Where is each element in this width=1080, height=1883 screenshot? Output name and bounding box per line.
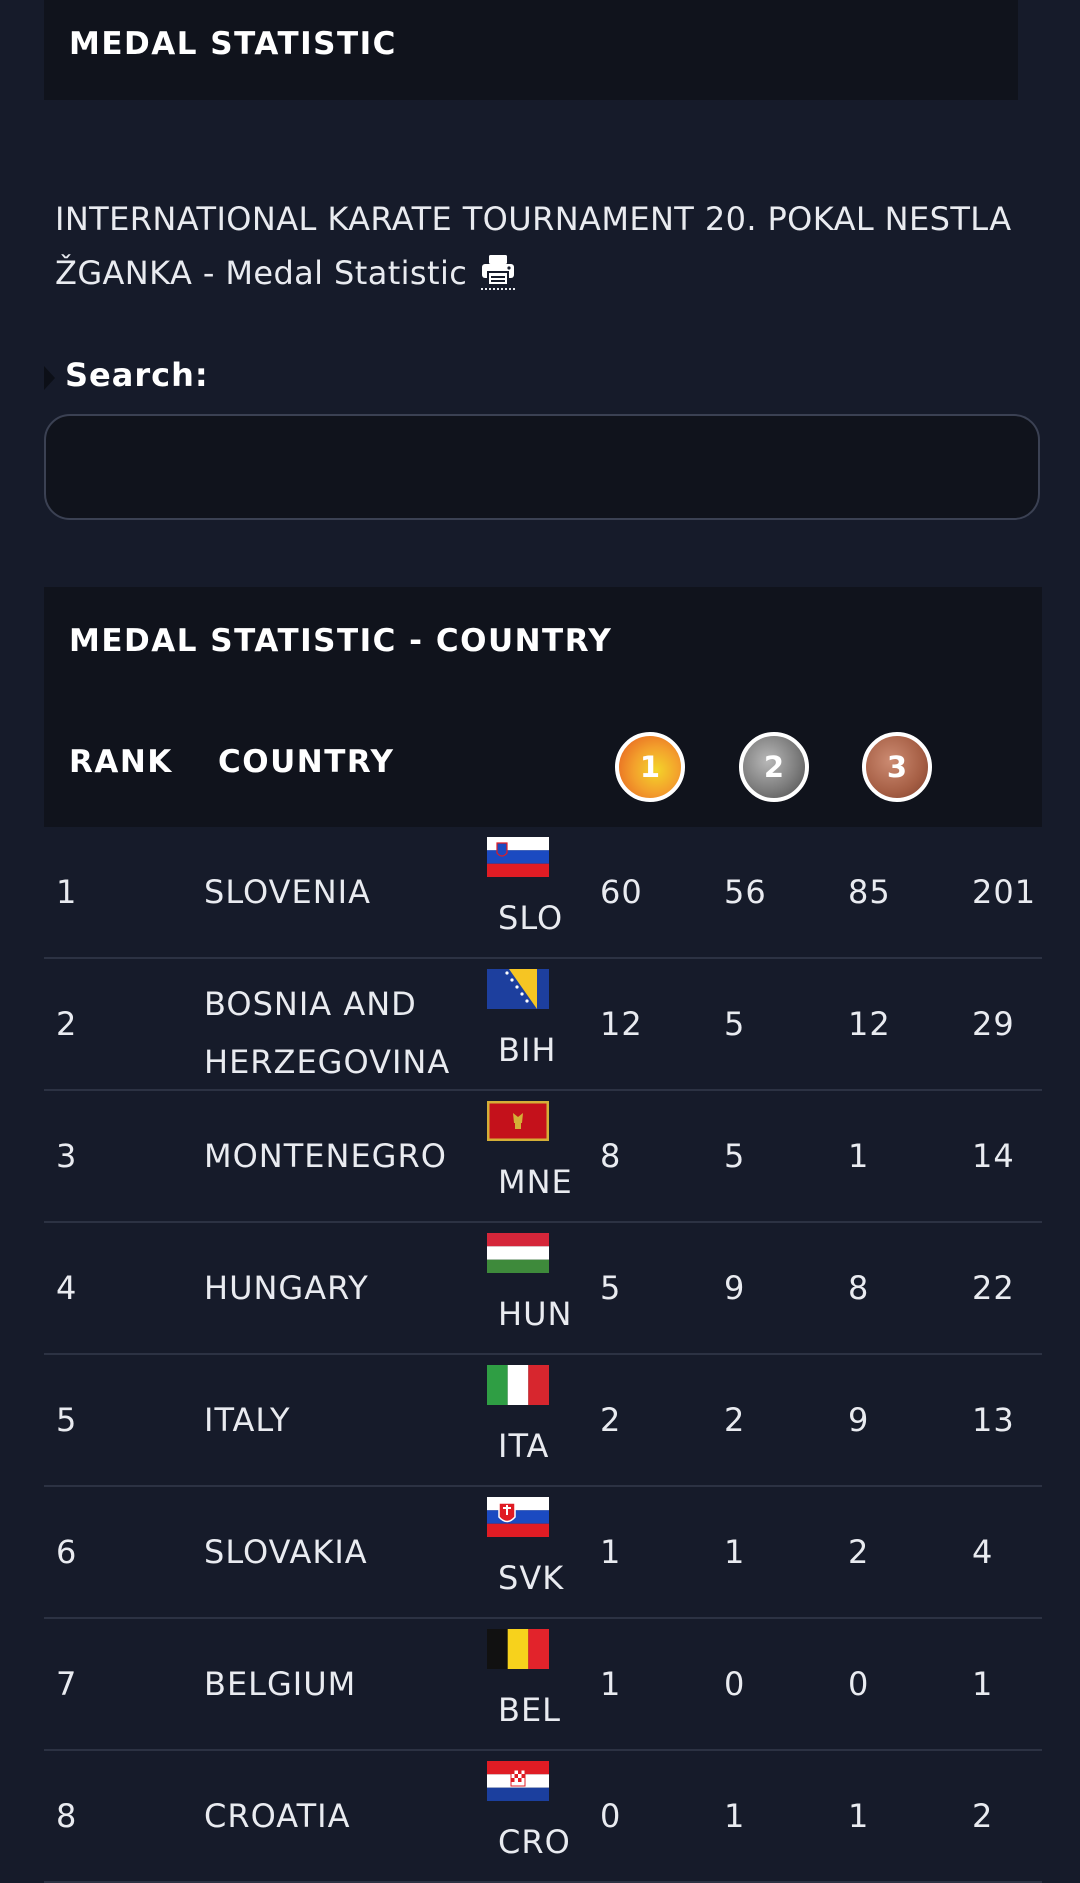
total-count-cell: 1	[972, 1665, 994, 1703]
gold-count-cell: 12	[600, 1005, 643, 1043]
hungary-flag-icon	[487, 1233, 549, 1273]
search-label: Search:	[65, 356, 209, 394]
bronze-count-cell: 12	[848, 1005, 891, 1043]
country-name-cell: BELGIUM	[204, 1665, 357, 1703]
total-count-cell: 2	[972, 1797, 994, 1835]
column-header-rank[interactable]: RANK	[69, 744, 173, 780]
silver-count-cell: 9	[724, 1269, 746, 1307]
silver-count-cell: 0	[724, 1665, 746, 1703]
bronze-count-cell: 1	[848, 1797, 870, 1835]
table-row[interactable]: 2 BOSNIA AND HERZEGOVINA BIH 12 5 12 29	[44, 959, 1042, 1091]
country-name-cell: MONTENEGRO	[204, 1137, 447, 1175]
page-header: MEDAL STATISTIC	[44, 0, 1018, 100]
table-row[interactable]: 5 ITALY ITA 2 2 9 13	[44, 1355, 1042, 1487]
rank-cell: 8	[56, 1797, 78, 1835]
table-header-panel: MEDAL STATISTIC - COUNTRY RANK COUNTRY 1…	[44, 587, 1042, 827]
gold-count-cell: 8	[600, 1137, 622, 1175]
country-code-cell: BIH	[498, 1031, 557, 1069]
gold-count-cell: 2	[600, 1401, 622, 1439]
country-name-cell: CROATIA	[204, 1797, 351, 1835]
total-count-cell: 13	[972, 1401, 1015, 1439]
table-title: MEDAL STATISTIC - COUNTRY	[69, 623, 613, 659]
column-header-country[interactable]: COUNTRY	[218, 744, 395, 780]
search-input[interactable]	[44, 414, 1040, 520]
bosnia-flag-icon	[487, 969, 549, 1009]
silver-count-cell: 1	[724, 1533, 746, 1571]
event-heading: INTERNATIONAL KARATE TOURNAMENT 20. POKA…	[55, 192, 1015, 300]
gold-count-cell: 0	[600, 1797, 622, 1835]
bronze-count-cell: 0	[848, 1665, 870, 1703]
table-row[interactable]: 6 SLOVAKIA SVK 1 1 2 4	[44, 1487, 1042, 1619]
total-count-cell: 201	[972, 873, 1037, 911]
italy-flag-icon	[487, 1365, 549, 1405]
country-name-cell: SLOVAKIA	[204, 1533, 368, 1571]
rank-cell: 4	[56, 1269, 78, 1307]
gold-count-cell: 1	[600, 1665, 622, 1703]
total-count-cell: 22	[972, 1269, 1015, 1307]
event-title: INTERNATIONAL KARATE TOURNAMENT 20. POKA…	[55, 200, 1012, 292]
total-count-cell: 14	[972, 1137, 1015, 1175]
silver-medal-icon[interactable]: 2	[739, 732, 809, 802]
country-code-cell: SVK	[498, 1559, 565, 1597]
silver-count-cell: 5	[724, 1137, 746, 1175]
rank-cell: 7	[56, 1665, 78, 1703]
slovakia-flag-icon	[487, 1497, 549, 1537]
gold-count-cell: 1	[600, 1533, 622, 1571]
table-row[interactable]: 3 MONTENEGRO MNE 8 5 1 14	[44, 1091, 1042, 1223]
bronze-count-cell: 85	[848, 873, 891, 911]
country-code-cell: MNE	[498, 1163, 573, 1201]
country-name-cell: BOSNIA AND HERZEGOVINA	[204, 985, 451, 1081]
rank-cell: 5	[56, 1401, 78, 1439]
country-code-cell: SLO	[498, 899, 564, 937]
page-title: MEDAL STATISTIC	[69, 26, 397, 62]
bronze-count-cell: 1	[848, 1137, 870, 1175]
silver-count-cell: 2	[724, 1401, 746, 1439]
bronze-count-cell: 9	[848, 1401, 870, 1439]
gold-count-cell: 5	[600, 1269, 622, 1307]
country-name-cell: HUNGARY	[204, 1269, 369, 1307]
country-code-cell: ITA	[498, 1427, 550, 1465]
silver-count-cell: 56	[724, 873, 767, 911]
country-name-cell: SLOVENIA	[204, 873, 371, 911]
table-row[interactable]: 7 BELGIUM BEL 1 0 0 1	[44, 1619, 1042, 1751]
print-icon[interactable]	[481, 254, 516, 290]
medal-table-body: 1 SLOVENIA SLO 60 56 85 201 2 BOSNIA AND…	[44, 827, 1042, 1883]
silver-count-cell: 5	[724, 1005, 746, 1043]
gold-medal-icon[interactable]: 1	[615, 732, 685, 802]
country-name-cell: ITALY	[204, 1401, 291, 1439]
search-toggle-arrow	[44, 366, 55, 390]
rank-cell: 3	[56, 1137, 78, 1175]
slovenia-flag-icon	[487, 837, 549, 877]
silver-count-cell: 1	[724, 1797, 746, 1835]
belgium-flag-icon	[487, 1629, 549, 1669]
table-row[interactable]: 4 HUNGARY HUN 5 9 8 22	[44, 1223, 1042, 1355]
country-code-cell: BEL	[498, 1691, 561, 1729]
rank-cell: 2	[56, 1005, 78, 1043]
country-code-cell: CRO	[498, 1823, 571, 1861]
bronze-count-cell: 2	[848, 1533, 870, 1571]
rank-cell: 6	[56, 1533, 78, 1571]
gold-count-cell: 60	[600, 873, 643, 911]
total-count-cell: 29	[972, 1005, 1015, 1043]
total-count-cell: 4	[972, 1533, 994, 1571]
bronze-medal-icon[interactable]: 3	[862, 732, 932, 802]
croatia-flag-icon	[487, 1761, 549, 1801]
country-code-cell: HUN	[498, 1295, 573, 1333]
montenegro-flag-icon	[487, 1101, 549, 1141]
table-row[interactable]: 8 CROATIA CRO 0 1 1 2	[44, 1751, 1042, 1883]
rank-cell: 1	[56, 873, 78, 911]
bronze-count-cell: 8	[848, 1269, 870, 1307]
table-row[interactable]: 1 SLOVENIA SLO 60 56 85 201	[44, 827, 1042, 959]
